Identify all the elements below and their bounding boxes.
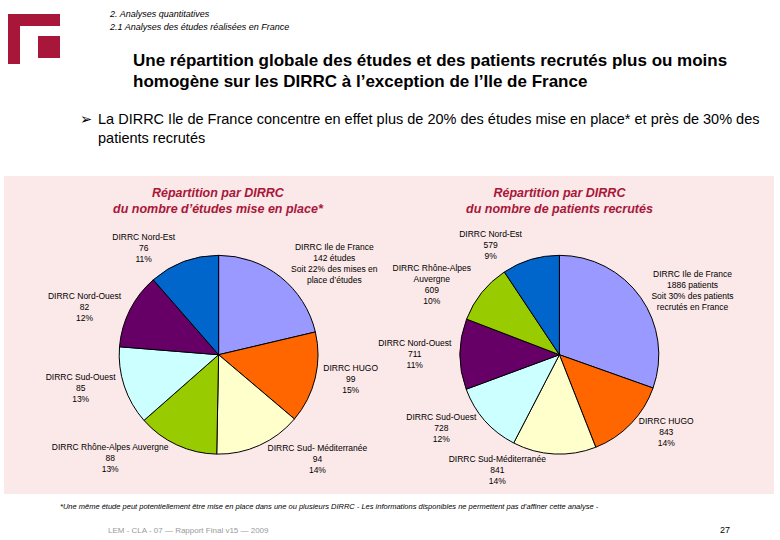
html-text:La DIRRC Ile de France concent: La DIRRC Ile de France concentre en effe… — [98, 111, 760, 146]
html-text:LEM - CLA - 07 — Rapport Final: LEM - CLA - 07 — Rapport Final v15 — 200… — [108, 526, 269, 535]
svg-text:DIRRC Nord-Est5799%: DIRRC Nord-Est5799% — [459, 229, 522, 261]
svg-text:DIRRC Nord-Ouest71111%: DIRRC Nord-Ouest71111% — [378, 338, 452, 370]
html-text:*Une même étude peut potentiel: *Une même étude peut potentiellement êtr… — [60, 502, 599, 511]
html-text:Une répartition globale des ét: Une répartition globale des études et de… — [133, 51, 728, 91]
svg-text:DIRRC Ile de France1886 patien: DIRRC Ile de France1886 patientsSoit 30%… — [651, 269, 733, 312]
html-text:27: 27 — [720, 525, 730, 535]
svg-text:DIRRC HUGO84314%: DIRRC HUGO84314% — [639, 416, 694, 448]
html-text:2.1 Analyses des études réalis: 2.1 Analyses des études réalisées en Fra… — [110, 22, 290, 32]
svg-text:DIRRC Sud-Ouest72812%: DIRRC Sud-Ouest72812% — [406, 412, 477, 444]
svg-text:Répartition par DIRRCdu nombre: Répartition par DIRRCdu nombre de patien… — [466, 186, 653, 216]
svg-text:DIRRC Sud- Méditerranée9414%: DIRRC Sud- Méditerranée9414% — [268, 443, 368, 475]
svg-text:DIRRC Sud-Méditerranée84114%: DIRRC Sud-Méditerranée84114% — [449, 454, 547, 486]
svg-text:DIRRC Rhône-Alpes Auvergne8813: DIRRC Rhône-Alpes Auvergne8813% — [52, 442, 169, 474]
svg-text:DIRRC Ile de France142 étudesS: DIRRC Ile de France142 étudesSoit 22% de… — [291, 242, 378, 285]
svg-text:DIRRC Rhône-AlpesAuvergne60910: DIRRC Rhône-AlpesAuvergne60910% — [393, 263, 471, 306]
svg-text:DIRRC HUGO9915%: DIRRC HUGO9915% — [323, 363, 378, 395]
svg-text:DIRRC Sud-Ouest8513%: DIRRC Sud-Ouest8513% — [46, 372, 117, 404]
html-text:2. Analyses quantitatives: 2. Analyses quantitatives — [110, 9, 210, 19]
svg-text:DIRRC Nord-Est7611%: DIRRC Nord-Est7611% — [112, 232, 175, 264]
svg-text:Répartition par DIRRCdu nombre: Répartition par DIRRCdu nombre d’études … — [113, 186, 324, 216]
svg-text:DIRRC Nord-Ouest8212%: DIRRC Nord-Ouest8212% — [48, 291, 122, 323]
